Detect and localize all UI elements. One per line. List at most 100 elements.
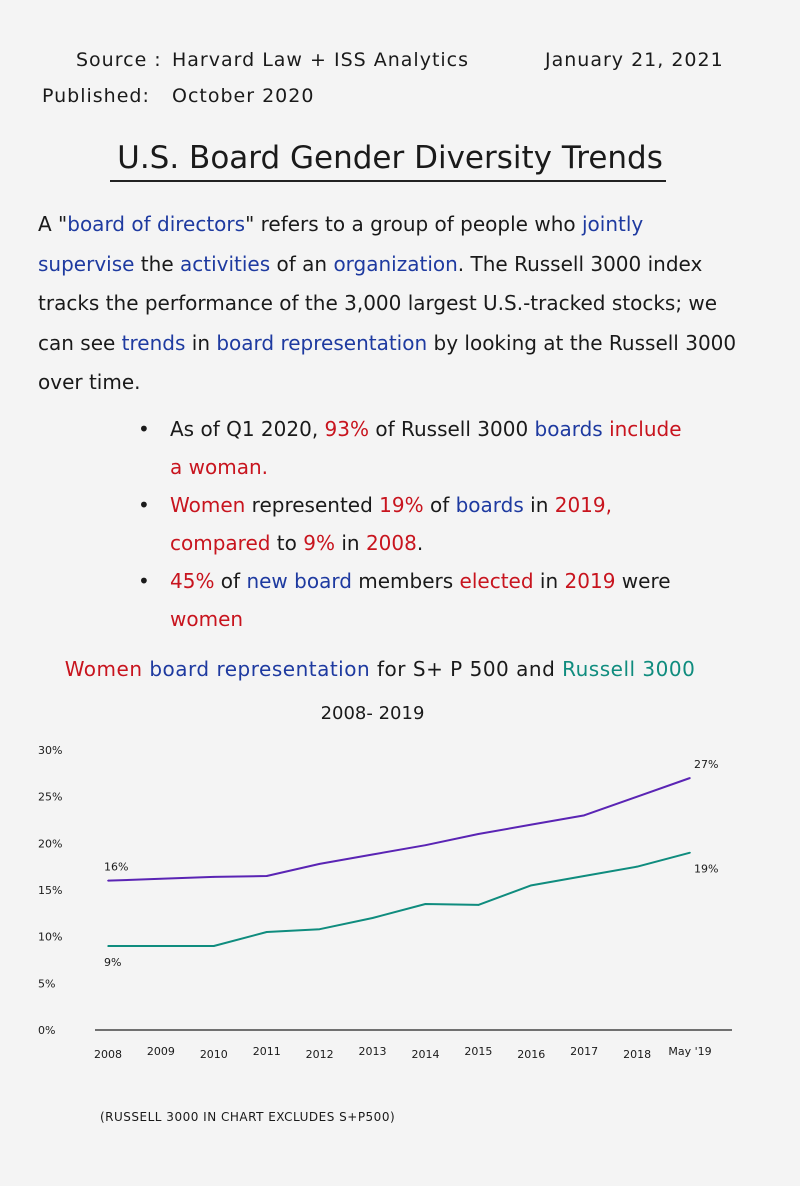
key-fact-text-run: include a woman. [170, 417, 682, 479]
title-underline [110, 180, 666, 182]
bullet-dot: • [138, 417, 150, 441]
series-point-0 [265, 875, 268, 877]
key-fact-text-run: of [214, 569, 247, 593]
series-point-0 [160, 878, 162, 880]
intro-paragraph: A "board of directors" refers to a group… [38, 205, 738, 403]
key-fact-text-run: 45% [170, 569, 215, 593]
key-fact-text-run: in [334, 531, 366, 555]
y-tick-label: 0% [38, 1024, 55, 1037]
chart-title-run: Russell 3000 [562, 657, 696, 681]
bullet-dot: • [138, 493, 150, 517]
x-tick-label: 2014 [411, 1048, 439, 1061]
key-fact-text-run: . [416, 531, 424, 555]
series-point-1 [318, 928, 321, 930]
x-tick-label: 2016 [517, 1048, 545, 1061]
key-fact-text-run: women [170, 607, 244, 631]
x-tick-label: 2008 [94, 1048, 122, 1061]
intro-text-run: " refers to a group of people who [245, 212, 582, 236]
key-fact-text-run: elected [459, 569, 534, 593]
key-fact-item: • Women represented 19% of boards in 2019… [130, 486, 690, 562]
intro-text-run: the [134, 251, 180, 276]
series-point-0 [424, 844, 427, 846]
y-tick-label: 30% [38, 744, 62, 757]
y-tick-label: 15% [38, 884, 62, 897]
key-fact-text-run: were [615, 569, 671, 593]
key-fact-text-run: , compared [170, 493, 612, 555]
series-line-1 [108, 851, 691, 947]
key-fact-text-run: boards [455, 493, 524, 517]
key-facts-list: • As of Q1 2020, 93% of Russell 3000 boar… [130, 410, 690, 638]
x-tick-label: 2010 [200, 1048, 228, 1061]
key-fact-text-run: new board [246, 569, 352, 593]
key-fact-item: • 45% of new board members elected in 201… [130, 562, 690, 638]
source-value: Harvard Law + ISS Analytics [172, 49, 470, 71]
y-tick-label: 20% [38, 837, 62, 850]
document-date: January 21, 2021 [545, 49, 724, 71]
y-tick-label: 25% [38, 791, 62, 804]
chart-subtitle: 2008- 2019 [320, 703, 425, 724]
x-tick-label: 2009 [147, 1045, 175, 1058]
key-fact-text-run: members [351, 569, 460, 593]
chart-title-run: board representation [142, 657, 371, 681]
key-fact-text-run: 2019 [554, 493, 606, 517]
x-tick-label: 2013 [359, 1045, 387, 1058]
key-fact-text-run: boards [534, 417, 603, 441]
chart-footnote: (RUSSELL 3000 IN CHART EXCLUDES S+P500) [100, 1110, 396, 1124]
series-point-0 [530, 823, 533, 826]
x-tick-label: 2011 [253, 1045, 281, 1058]
key-fact-text-run: to [270, 531, 304, 555]
key-fact-text-run: 2019 [564, 569, 616, 593]
series-point-1 [689, 851, 691, 854]
x-tick-label: 2012 [306, 1048, 334, 1061]
key-fact-text-run: 93% [324, 417, 369, 441]
data-label: 19% [694, 863, 718, 876]
series-point-0 [213, 876, 215, 878]
x-tick-label: 2015 [464, 1045, 492, 1058]
series-point-1 [583, 875, 585, 877]
series-point-1 [424, 903, 427, 905]
intro-text-run: . The Russell 3000 index tracks the perf… [38, 251, 718, 355]
series-point-0 [318, 863, 321, 865]
intro-text-run: organization [333, 251, 458, 276]
series-point-0 [371, 853, 374, 856]
y-tick-label: 5% [38, 977, 55, 990]
series-point-1 [530, 884, 533, 887]
chart-title-run: Women [64, 657, 143, 681]
x-tick-label: May '19 [668, 1045, 711, 1058]
intro-text-run: A " [38, 212, 68, 236]
key-fact-item: • As of Q1 2020, 93% of Russell 3000 boar… [130, 410, 690, 486]
data-label: 27% [694, 758, 718, 771]
page-title: U.S. Board Gender Diversity Trends [117, 140, 663, 176]
series-point-1 [477, 904, 480, 906]
key-fact-text-run: Women [170, 493, 246, 517]
y-tick-label: 10% [38, 931, 62, 944]
intro-text-run: board of directors [67, 212, 246, 236]
intro-text-run: of an [270, 251, 334, 276]
intro-text-run: board representation [216, 330, 428, 355]
series-point-1 [265, 931, 268, 933]
key-fact-text-run: As of Q1 2020, [170, 417, 325, 441]
intro-text-run: by looking at the Russell 3000 over time… [38, 330, 737, 395]
x-tick-label: 2018 [623, 1048, 651, 1061]
series-point-1 [636, 865, 638, 868]
key-fact-text-run: 19% [379, 493, 424, 517]
published-value: October 2020 [172, 85, 315, 107]
series-point-0 [636, 795, 638, 798]
series-point-0 [583, 814, 585, 817]
series-point-1 [213, 945, 215, 947]
key-fact-text-run: in [533, 569, 565, 593]
series-point-0 [477, 833, 480, 835]
series-point-1 [371, 917, 374, 919]
intro-text-run: jointly supervise [38, 212, 644, 276]
intro-text-run: activities [179, 251, 271, 276]
key-fact-text-run: of Russell 3000 [368, 417, 535, 441]
key-fact-text-run: 2008 [365, 531, 417, 555]
key-fact-text-run: in [523, 493, 555, 517]
source-label: Source : [76, 49, 162, 71]
x-tick-label: 2017 [570, 1045, 598, 1058]
data-label: 9% [104, 956, 121, 969]
key-fact-text-run: of [423, 493, 456, 517]
published-label: Published: [42, 85, 150, 107]
key-fact-text-run: represented [245, 493, 380, 517]
chart-title: Women board representation for S+ P 500 … [0, 657, 760, 681]
